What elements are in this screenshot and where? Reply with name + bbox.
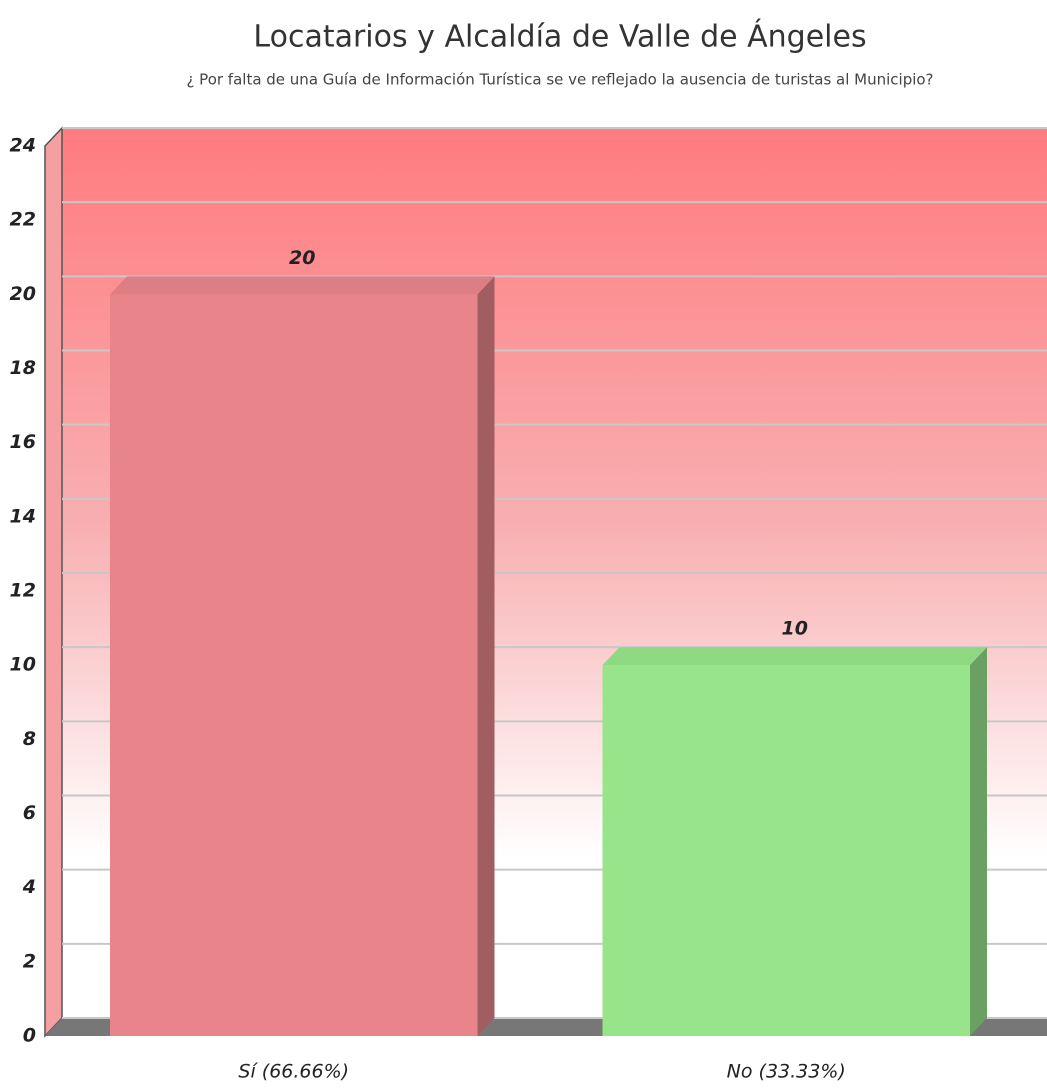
y-tick-label: 24 (10, 135, 36, 157)
bar-face (602, 665, 970, 1036)
x-tick-label: Sí (66.66%) (238, 1061, 349, 1083)
y-tick-label: 12 (10, 580, 36, 602)
data-label: 20 (289, 247, 315, 269)
data-label: 10 (782, 618, 808, 640)
x-tick-label: No (33.33%) (727, 1061, 846, 1083)
y-tick-label: 14 (10, 505, 36, 527)
bar-face (110, 294, 478, 1036)
bar-face (477, 276, 495, 1036)
bar-face (110, 276, 495, 295)
y-tick-label: 0 (23, 1025, 36, 1047)
y-tick-label: 10 (10, 654, 36, 676)
left-wall (44, 126, 63, 1038)
y-tick-label: 22 (10, 209, 36, 231)
y-tick-label: 20 (10, 283, 36, 305)
bar-face (602, 647, 987, 666)
chart-subtitle: ¿ Por falta de una Guía de Información T… (186, 71, 933, 89)
y-tick-label: 2 (23, 950, 36, 972)
bar-face (970, 647, 987, 1036)
bar (602, 647, 987, 1036)
y-tick-label: 18 (10, 357, 36, 379)
chart-title: Locatarios y Alcaldía de Valle de Ángele… (253, 19, 866, 55)
y-tick-label: 8 (23, 728, 36, 750)
bar (110, 276, 495, 1036)
y-tick-label: 4 (22, 876, 36, 898)
y-tick-label: 6 (23, 802, 36, 824)
y-tick-label: 16 (10, 431, 36, 453)
